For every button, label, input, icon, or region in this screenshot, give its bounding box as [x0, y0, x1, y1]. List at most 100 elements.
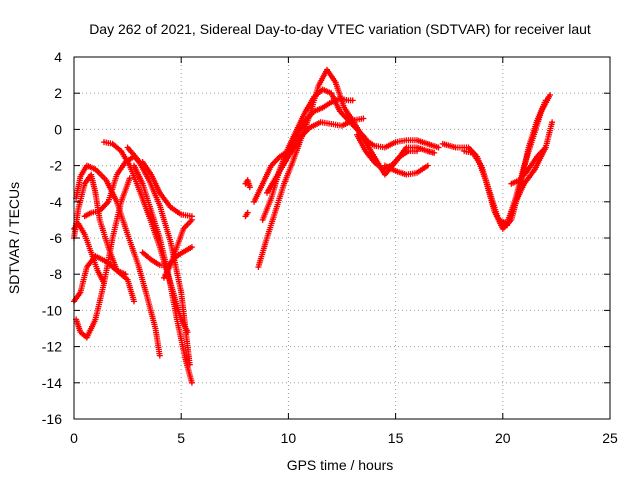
- data-point: [158, 191, 161, 194]
- data-point: [115, 269, 119, 272]
- data-point: [149, 258, 153, 261]
- data-point: [115, 173, 119, 176]
- data-point: [319, 120, 322, 124]
- series-arc-17: [259, 86, 369, 223]
- data-point: [383, 173, 387, 176]
- data-point: [96, 269, 99, 272]
- data-point: [295, 128, 299, 131]
- data-point: [190, 245, 194, 249]
- data-point: [158, 236, 161, 240]
- series-arc-11: [139, 244, 195, 269]
- data-point: [89, 173, 93, 176]
- data-point: [432, 151, 436, 155]
- data-point: [184, 249, 187, 252]
- data-point: [265, 236, 269, 240]
- data-point: [115, 200, 119, 203]
- data-point: [261, 182, 264, 185]
- series-marks: [139, 244, 195, 269]
- y-tick-label: -8: [50, 266, 63, 282]
- data-point: [276, 173, 279, 176]
- data-point: [180, 291, 183, 294]
- data-point: [441, 142, 444, 146]
- data-point: [321, 88, 324, 91]
- x-tick-label: 5: [177, 430, 185, 446]
- data-point: [312, 95, 316, 99]
- data-point: [514, 200, 517, 203]
- data-point: [154, 327, 157, 330]
- y-tick-label: 2: [54, 85, 62, 101]
- data-point: [544, 146, 547, 149]
- data-point: [141, 182, 144, 185]
- series-arc-18: [264, 115, 367, 196]
- data-point: [330, 92, 333, 95]
- data-point: [394, 160, 397, 164]
- data-point: [330, 122, 333, 126]
- data-point: [261, 218, 264, 222]
- data-point: [94, 318, 97, 321]
- data-point: [405, 139, 408, 142]
- data-point: [184, 358, 187, 361]
- y-tick-label: 4: [54, 49, 62, 65]
- data-point: [364, 149, 367, 153]
- data-point: [79, 175, 82, 178]
- chart-title: Day 262 of 2021, Sidereal Day-to-day VTE…: [89, 21, 591, 37]
- data-point: [248, 186, 252, 189]
- data-point: [111, 236, 114, 240]
- series-arc-26: [508, 144, 549, 187]
- series-arc-2: [71, 171, 129, 278]
- data-point: [330, 101, 333, 104]
- data-point: [126, 278, 129, 281]
- data-point: [89, 251, 93, 254]
- data-point: [270, 196, 273, 200]
- data-point: [338, 110, 342, 113]
- data-point: [340, 124, 344, 127]
- data-point: [83, 215, 86, 218]
- data-points: [71, 66, 556, 386]
- data-point: [334, 81, 337, 84]
- data-point: [74, 318, 78, 321]
- data-point: [362, 137, 365, 140]
- x-tick-label: 0: [70, 430, 78, 446]
- data-point: [132, 164, 136, 167]
- data-point: [550, 120, 554, 124]
- data-point: [83, 233, 86, 236]
- data-point: [111, 142, 114, 146]
- y-tick-label: -4: [50, 194, 63, 210]
- series-arc-4: [73, 162, 163, 359]
- data-point: [405, 146, 408, 149]
- axes: -16 -14 -12 -10 -8 -6 -4 -2 0 2 4 0 5 10 15 20 25: [42, 49, 618, 446]
- data-point: [147, 215, 151, 218]
- data-point: [244, 215, 247, 218]
- data-point: [304, 110, 307, 113]
- data-point: [407, 149, 410, 153]
- data-point: [321, 106, 324, 109]
- x-tick-label: 15: [388, 430, 404, 446]
- data-point: [527, 168, 530, 171]
- data-point: [137, 158, 140, 162]
- data-point: [124, 273, 127, 276]
- data-point: [342, 106, 346, 109]
- data-point: [355, 133, 359, 137]
- data-point: [278, 155, 282, 158]
- series-marks: [242, 209, 251, 220]
- data-point: [83, 182, 86, 185]
- data-point: [98, 209, 101, 213]
- data-point: [351, 99, 354, 102]
- series-arc-13: [242, 209, 251, 220]
- data-point: [265, 191, 269, 194]
- data-point: [523, 164, 526, 167]
- data-point: [79, 291, 82, 294]
- data-point: [149, 209, 153, 213]
- series-arc-19: [349, 117, 442, 151]
- data-point: [415, 146, 419, 149]
- data-point: [405, 173, 408, 176]
- data-point: [128, 177, 131, 180]
- data-point: [415, 171, 419, 175]
- data-point: [308, 113, 312, 117]
- data-point: [85, 336, 89, 339]
- data-point: [540, 110, 543, 113]
- data-point: [158, 354, 161, 357]
- data-point: [79, 330, 82, 334]
- data-point: [471, 151, 474, 155]
- series-arc-9: [131, 162, 195, 386]
